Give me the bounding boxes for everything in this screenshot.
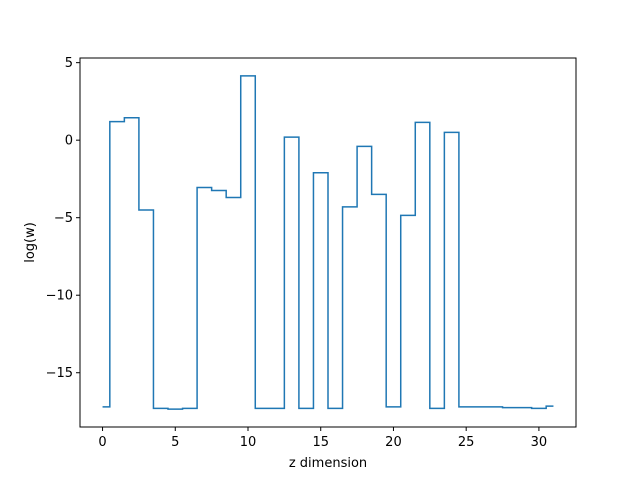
y-tick-label: −10 xyxy=(46,289,73,304)
y-tick-label: −5 xyxy=(54,211,73,226)
x-tick-label: 5 xyxy=(171,435,179,450)
x-tick-label: 30 xyxy=(531,435,548,450)
x-tick-label: 15 xyxy=(312,435,329,450)
series-line xyxy=(102,75,554,410)
x-axis: 0 5 10 15 20 25 30 xyxy=(98,427,547,450)
y-tick-label: 5 xyxy=(65,56,73,71)
x-axis-label: z dimension xyxy=(289,456,367,471)
y-tick-label: 0 xyxy=(65,134,73,149)
y-axis: 5 0 −5 −10 −15 xyxy=(46,56,80,381)
x-tick-label: 20 xyxy=(385,435,402,450)
y-tick-label: −15 xyxy=(46,366,73,381)
x-tick-label: 25 xyxy=(458,435,475,450)
y-axis-label: log(w) xyxy=(23,222,38,263)
x-tick-label: 0 xyxy=(98,435,106,450)
plot-content xyxy=(102,75,554,410)
x-tick-label: 10 xyxy=(240,435,257,450)
axes-frame xyxy=(79,57,577,428)
